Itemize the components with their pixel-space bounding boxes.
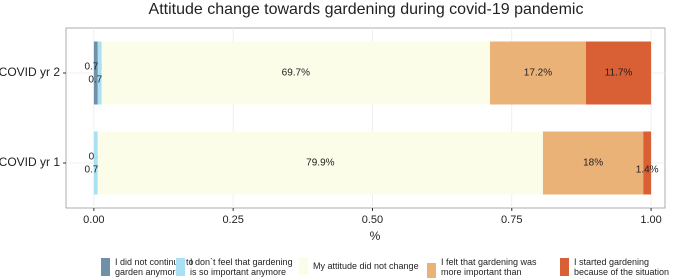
legend-label: I did not continue to garden anymore [115, 257, 194, 277]
data-label: 11.7% [605, 68, 633, 79]
x-tick-label: 0.50 [362, 214, 383, 226]
legend-key [299, 257, 308, 275]
legend-item: I started gardening because of the situa… [560, 257, 679, 277]
legend-item: My attitude did not change [299, 257, 423, 275]
legend-label: I don`t feel that gardening is so import… [190, 257, 293, 277]
bar-segment [643, 131, 652, 195]
legend-label: I started gardening because of the situa… [574, 257, 670, 277]
data-label: 17.2% [524, 68, 552, 79]
data-label: 18% [583, 158, 603, 169]
legend-item: I don`t feel that gardening is so import… [176, 257, 295, 277]
bar-segment [93, 131, 98, 195]
chart: Attitude change towards gardening during… [0, 1, 666, 243]
x-tick-label: 0.75 [501, 214, 522, 226]
legend-key [427, 263, 436, 278]
chart-title: Attitude change towards gardening during… [149, 1, 584, 18]
x-tick-label: 0.00 [83, 214, 104, 226]
data-label: 0.7% [84, 165, 107, 176]
legend-label: I felt that gardening was more important… [441, 257, 537, 278]
data-label: 79.9% [306, 158, 334, 169]
bar-segment [101, 41, 491, 105]
bar-segment [97, 41, 102, 105]
bar-segment [542, 131, 644, 195]
bar-segment [585, 41, 652, 105]
bar-segment [93, 41, 98, 105]
x-axis-label: % [370, 229, 381, 240]
legend-key [101, 258, 110, 276]
data-label: 69.7% [282, 68, 310, 79]
legend-key [560, 258, 569, 276]
bar-segment [490, 41, 586, 105]
legend-item: I felt that gardening was more important… [427, 257, 546, 278]
data-label: 1.4% [636, 165, 659, 176]
x-tick-label: 1.00 [640, 214, 661, 226]
data-label: 0.7% [88, 75, 111, 86]
bar-segment [97, 131, 543, 195]
legend-item: I did not continue to garden anymore [101, 257, 220, 277]
x-tick-label: 0.25 [222, 214, 243, 226]
y-tick-label: COVID yr 2 [0, 65, 60, 79]
y-tick-label: COVID yr 1 [0, 155, 60, 169]
data-label: 0.7% [84, 62, 107, 73]
legend-key [176, 258, 185, 276]
legend-label: My attitude did not change [313, 261, 419, 271]
